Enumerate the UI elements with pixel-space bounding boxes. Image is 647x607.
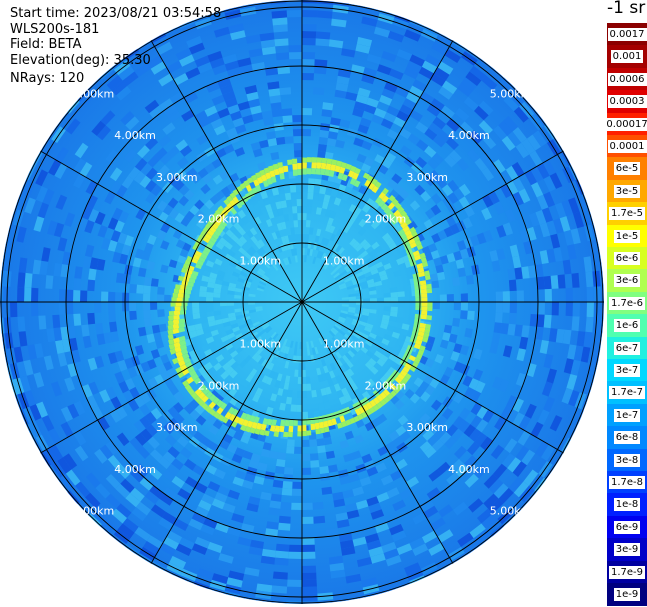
- colorbar-label: 1e-5: [613, 229, 641, 243]
- colorbar-label: 1e-6: [613, 319, 641, 333]
- colorbar-label: 6e-6: [613, 251, 641, 265]
- colorbar-label: 3e-6: [613, 274, 641, 288]
- colorbar-swatch: 1.7e-8: [607, 471, 647, 494]
- colorbar-swatch: 3e-6: [607, 269, 647, 293]
- colorbar-swatch: 1.7e-6: [607, 291, 647, 315]
- colorbar-label: 6e-5: [613, 162, 641, 176]
- range-ring-label: 3.00km: [406, 421, 448, 434]
- colorbar-swatch: 6e-7: [607, 336, 647, 360]
- range-ring-label: 5.00km: [490, 87, 532, 100]
- start-time-text: Start time: 2023/08/21 03:54:58: [10, 6, 222, 21]
- colorbar-swatch: 1e-5: [607, 224, 647, 248]
- colorbar-swatch: 6e-8: [607, 426, 647, 450]
- colorbar-label: 0.001: [610, 50, 644, 64]
- colorbar-label: 1e-9: [613, 587, 641, 601]
- colorbar-swatch: 1.7e-5: [607, 202, 647, 226]
- instrument-text: WLS200s-181: [10, 22, 100, 37]
- azimuth-spoke: [301, 40, 454, 303]
- colorbar-label: 3e-9: [613, 543, 641, 557]
- colorbar-swatch: 6e-5: [607, 157, 647, 181]
- range-ring-label: 4.00km: [448, 129, 490, 142]
- colorbar-swatch: 3e-9: [607, 538, 647, 562]
- colorbar-swatch: 1.7e-7: [607, 381, 647, 405]
- colorbar-label: 0.0006: [607, 72, 647, 86]
- colorbar-swatch: 0.0001: [607, 135, 647, 158]
- aerosol-layer-ring: [167, 157, 433, 438]
- azimuth-spoke: [301, 301, 454, 564]
- colorbar-label: 1.7e-6: [608, 296, 646, 310]
- colorbar-label: 0.0017: [607, 27, 647, 41]
- range-ring-label: 1.00km: [323, 338, 365, 351]
- range-ring-label: 2.00km: [365, 213, 407, 226]
- colorbar-swatch: 0.0017: [607, 23, 647, 46]
- range-ring-label: 4.00km: [114, 463, 156, 476]
- colorbar-swatch: 0.001: [607, 45, 647, 69]
- colorbar-swatch: 1e-8: [607, 493, 647, 517]
- range-ring-label: 3.00km: [156, 171, 198, 184]
- colorbar-label: 1.7e-7: [608, 386, 646, 400]
- range-ring-label: 4.00km: [448, 463, 490, 476]
- azimuth-spoke: [301, 150, 564, 303]
- colorbar-label: 0.0003: [607, 95, 647, 109]
- range-ring-label: 3.00km: [156, 421, 198, 434]
- range-ring-label: 4.00km: [114, 129, 156, 142]
- colorbar-swatch: 1e-6: [607, 314, 647, 338]
- colorbar-swatch: 6e-9: [607, 515, 647, 539]
- azimuth-spoke: [40, 301, 303, 454]
- range-ring-label: 1.00km: [240, 254, 282, 267]
- colorbar-units-title: -1 sr: [607, 0, 646, 18]
- colorbar-label: 0.00017: [604, 117, 647, 131]
- azimuth-spoke: [150, 301, 303, 564]
- range-ring-label: 2.00km: [198, 379, 240, 392]
- colorbar-label: 0.0001: [607, 139, 647, 153]
- colorbar-label: 1e-8: [613, 498, 641, 512]
- azimuth-spoke: [301, 301, 564, 454]
- colorbar-label: 3e-8: [613, 453, 641, 467]
- colorbar-label: 1.7e-8: [608, 475, 646, 489]
- range-ring-label: 5.00km: [490, 505, 532, 518]
- colorbar-swatch: 3e-5: [607, 179, 647, 203]
- range-ring-label: 5.00km: [73, 87, 115, 100]
- colorbar-swatch: 0.0003: [607, 90, 647, 114]
- colorbar-label: 1.7e-9: [608, 565, 646, 579]
- colorbar-swatch: 1e-9: [607, 583, 647, 606]
- range-ring-label: 5.00km: [73, 505, 115, 518]
- colorbar-swatch: 3e-8: [607, 448, 647, 472]
- azimuth-spoke-grid: [0, 0, 604, 604]
- colorbar-label: 6e-9: [613, 520, 641, 534]
- colorbar-swatch: 3e-7: [607, 359, 647, 382]
- nrays-text: NRays: 120: [10, 71, 85, 86]
- colorbar-swatch: 0.0006: [607, 67, 647, 91]
- colorbar-label: 1e-7: [613, 408, 641, 422]
- colorbar-label: 3e-5: [613, 184, 641, 198]
- elevation-text: Elevation(deg): 35.30: [10, 53, 151, 68]
- range-ring-label: 1.00km: [240, 338, 282, 351]
- colorbar-swatch: 6e-6: [607, 247, 647, 270]
- colorbar-label: 6e-7: [613, 341, 641, 355]
- colorbar-swatch: 1.7e-9: [607, 560, 647, 584]
- field-text: Field: BETA: [10, 37, 82, 52]
- colorbar-label: 1.7e-5: [608, 207, 646, 221]
- range-ring-label: 2.00km: [198, 213, 240, 226]
- azimuth-spoke: [150, 40, 303, 303]
- colorbar-swatch: 0.00017: [604, 112, 647, 136]
- azimuth-spoke: [40, 150, 303, 303]
- colorbar-label: 3e-7: [613, 363, 641, 377]
- colorbar-label: 6e-8: [613, 431, 641, 445]
- range-ring-label: 1.00km: [323, 254, 365, 267]
- range-ring-labels: 1.00km 1.00km 1.00km 1.00km 2.00km 2.00km 2.00…: [73, 87, 532, 517]
- range-ring-label: 2.00km: [365, 379, 407, 392]
- range-ring-label: 3.00km: [406, 171, 448, 184]
- colorbar-swatch: 1e-7: [607, 403, 647, 427]
